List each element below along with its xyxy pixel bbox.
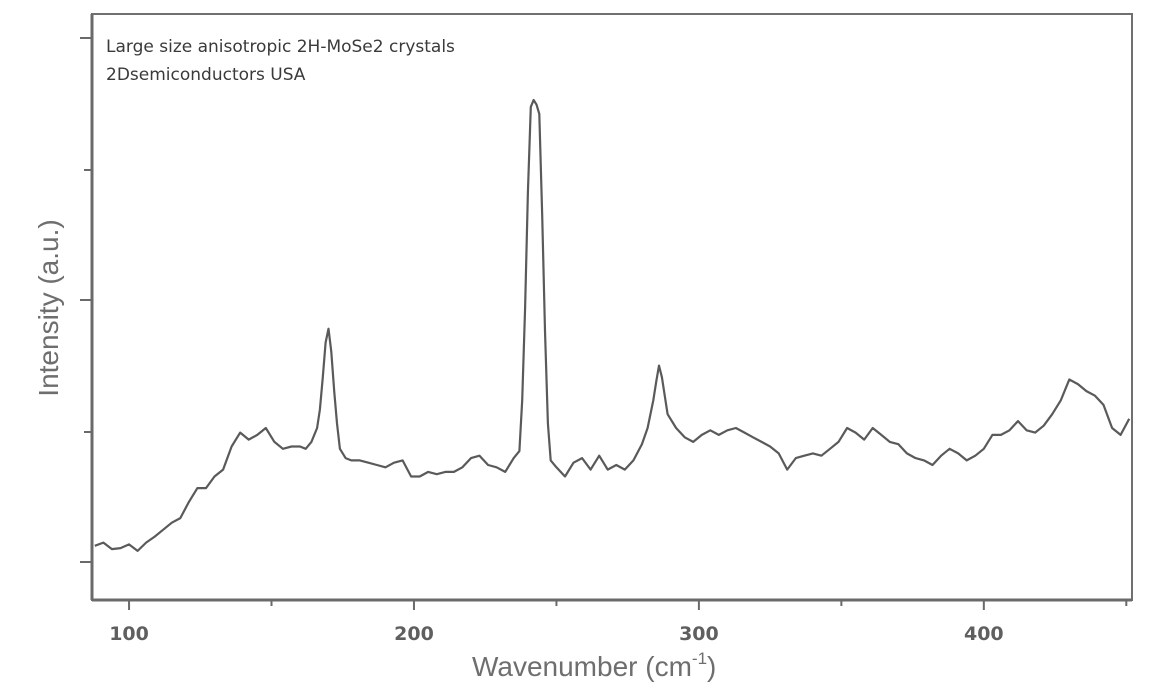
x-tick-label: 100 (109, 623, 149, 645)
x-axis-title-superscript: -1 (692, 649, 707, 668)
x-tick-label: 400 (964, 623, 1004, 645)
x-tick-label: 300 (679, 623, 719, 645)
x-tick-labels: 100 200 300 400 (109, 623, 1003, 645)
annotation-vendor: 2Dsemiconductors USA (106, 65, 306, 85)
y-axis-title: Intensity (a.u.) (33, 219, 64, 396)
annotation-sample: Large size anisotropic 2H-MoSe2 crystals (106, 37, 455, 57)
plot-frame (91, 13, 1133, 601)
x-axis-title-main: Wavenumber (cm (472, 651, 692, 682)
x-tick-label: 200 (394, 623, 434, 645)
x-axis-title: Wavenumber (cm-1) (472, 649, 716, 682)
spectrum-line (94, 98, 1131, 552)
x-axis-title-tail: ) (707, 651, 716, 682)
axis-ticks (80, 37, 1128, 610)
